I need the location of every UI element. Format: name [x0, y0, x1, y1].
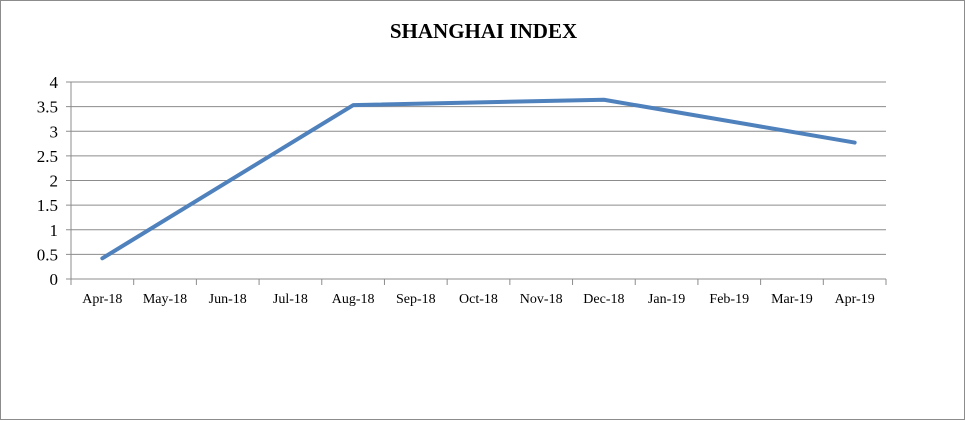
x-tick-label: Aug-18 [332, 292, 375, 307]
x-tick-label: Nov-18 [520, 292, 563, 307]
x-tick-label: Sep-18 [396, 292, 436, 307]
y-tick-label: 3 [50, 122, 59, 141]
x-tick-label: Apr-19 [835, 292, 875, 307]
x-tick-label: Dec-18 [583, 292, 624, 307]
x-tick-label: Feb-19 [709, 292, 749, 307]
x-tick-label: Oct-18 [459, 292, 498, 307]
series-line [102, 100, 854, 259]
x-tick-label: Apr-18 [82, 292, 122, 307]
y-tick-label: 1 [50, 221, 59, 240]
x-tick-label: Jun-18 [209, 292, 247, 307]
y-tick-label: 1.5 [37, 196, 58, 215]
x-tick-label: Jan-19 [648, 292, 685, 307]
x-tick-label: Mar-19 [771, 292, 813, 307]
y-tick-label: 2 [50, 172, 59, 191]
y-tick-label: 0.5 [37, 245, 58, 264]
y-tick-label: 2.5 [37, 147, 58, 166]
y-tick-label: 3.5 [37, 98, 58, 117]
y-tick-label: 0 [50, 270, 59, 289]
x-tick-label: Jul-18 [273, 292, 308, 307]
x-tick-label: May-18 [143, 292, 187, 307]
y-tick-label: 4 [50, 73, 59, 92]
